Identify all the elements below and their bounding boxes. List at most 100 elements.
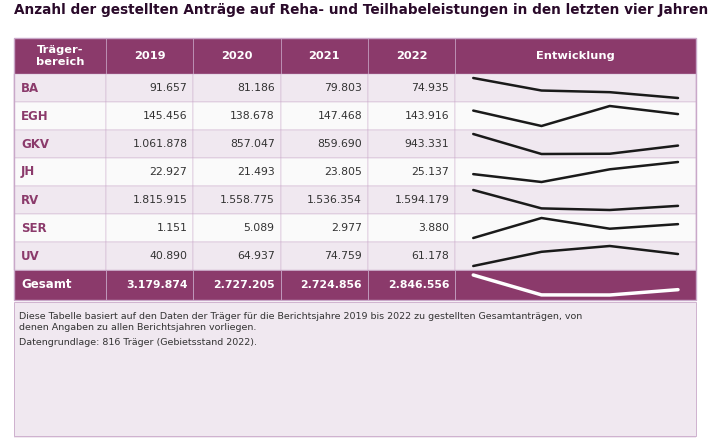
Bar	[368, 270, 455, 300]
Bar	[368, 102, 455, 130]
Bar	[193, 214, 280, 242]
Text: 2019: 2019	[134, 51, 165, 61]
Text: 81.186: 81.186	[237, 83, 275, 93]
Bar	[14, 158, 106, 186]
Bar	[193, 242, 280, 270]
Text: 138.678: 138.678	[230, 111, 275, 121]
Bar	[280, 102, 368, 130]
Bar	[368, 186, 455, 214]
Bar	[455, 158, 696, 186]
Text: 1.558.775: 1.558.775	[220, 195, 275, 205]
Bar	[14, 270, 106, 300]
Bar	[106, 214, 193, 242]
Text: 3.179.874: 3.179.874	[126, 280, 187, 290]
Text: 145.456: 145.456	[143, 111, 187, 121]
Bar	[193, 38, 280, 74]
Bar	[280, 130, 368, 158]
Text: Datengrundlage: 816 Träger (Gebietsstand 2022).: Datengrundlage: 816 Träger (Gebietsstand…	[19, 338, 257, 347]
Bar	[14, 186, 106, 214]
Bar	[280, 158, 368, 186]
Bar	[14, 38, 106, 74]
Bar	[280, 214, 368, 242]
Bar	[14, 302, 696, 436]
Text: 61.178: 61.178	[412, 251, 449, 261]
Bar	[280, 38, 368, 74]
Text: 2022: 2022	[396, 51, 427, 61]
Bar	[106, 158, 193, 186]
Bar	[14, 242, 106, 270]
Text: 2.724.856: 2.724.856	[300, 280, 362, 290]
Text: denen Angaben zu allen Berichtsjahren vorliegen.: denen Angaben zu allen Berichtsjahren vo…	[19, 323, 256, 332]
Bar	[455, 38, 696, 74]
Bar	[368, 130, 455, 158]
Text: Anzahl der gestellten Anträge auf Reha- und Teilhabeleistungen in den letzten vi: Anzahl der gestellten Anträge auf Reha- …	[14, 3, 709, 17]
Text: Träger-
bereich: Träger- bereich	[36, 45, 84, 67]
Bar	[368, 74, 455, 102]
Bar	[106, 38, 193, 74]
Text: SER: SER	[21, 222, 47, 234]
Text: BA: BA	[21, 81, 39, 95]
Text: EGH: EGH	[21, 110, 48, 123]
Bar	[193, 186, 280, 214]
Text: 1.594.179: 1.594.179	[394, 195, 449, 205]
Text: UV: UV	[21, 250, 40, 262]
Text: 5.089: 5.089	[244, 223, 275, 233]
Bar	[455, 130, 696, 158]
Text: 147.468: 147.468	[317, 111, 362, 121]
Bar	[14, 74, 106, 102]
Bar	[106, 102, 193, 130]
Text: 3.880: 3.880	[418, 223, 449, 233]
Text: 1.536.354: 1.536.354	[307, 195, 362, 205]
Text: 64.937: 64.937	[237, 251, 275, 261]
Text: Gesamt: Gesamt	[21, 279, 72, 292]
Text: 1.061.878: 1.061.878	[132, 139, 187, 149]
Bar	[193, 102, 280, 130]
Text: 857.047: 857.047	[230, 139, 275, 149]
Text: 74.935: 74.935	[412, 83, 449, 93]
Bar	[455, 242, 696, 270]
Text: 23.805: 23.805	[324, 167, 362, 177]
Bar	[193, 74, 280, 102]
Bar	[455, 270, 696, 300]
Text: 1.815.915: 1.815.915	[133, 195, 187, 205]
Bar	[193, 130, 280, 158]
Bar	[14, 102, 106, 130]
Text: 91.657: 91.657	[150, 83, 187, 93]
Bar	[14, 214, 106, 242]
Bar	[368, 158, 455, 186]
Bar	[193, 158, 280, 186]
Text: 2.727.205: 2.727.205	[213, 280, 275, 290]
Bar	[368, 214, 455, 242]
Text: Entwicklung: Entwicklung	[536, 51, 615, 61]
Bar	[455, 214, 696, 242]
Bar	[368, 242, 455, 270]
Bar	[14, 38, 696, 300]
Text: 25.137: 25.137	[412, 167, 449, 177]
Text: Diese Tabelle basiert auf den Daten der Träger für die Berichtsjahre 2019 bis 20: Diese Tabelle basiert auf den Daten der …	[19, 312, 582, 321]
Bar	[106, 270, 193, 300]
Bar	[106, 74, 193, 102]
Bar	[14, 130, 106, 158]
Bar	[280, 242, 368, 270]
Bar	[106, 242, 193, 270]
Text: 74.759: 74.759	[324, 251, 362, 261]
Text: 40.890: 40.890	[149, 251, 187, 261]
Bar	[193, 270, 280, 300]
Text: 79.803: 79.803	[324, 83, 362, 93]
Text: 2.846.556: 2.846.556	[388, 280, 449, 290]
Bar	[280, 270, 368, 300]
Bar	[280, 186, 368, 214]
Text: 143.916: 143.916	[405, 111, 449, 121]
Text: 859.690: 859.690	[317, 139, 362, 149]
Text: 22.927: 22.927	[150, 167, 187, 177]
Text: JH: JH	[21, 166, 36, 179]
Bar	[455, 74, 696, 102]
Text: RV: RV	[21, 194, 39, 206]
Text: 2020: 2020	[222, 51, 253, 61]
Text: 2.977: 2.977	[331, 223, 362, 233]
Bar	[455, 102, 696, 130]
Text: GKV: GKV	[21, 138, 49, 151]
Bar	[106, 130, 193, 158]
Text: 2021: 2021	[309, 51, 340, 61]
Bar	[280, 74, 368, 102]
